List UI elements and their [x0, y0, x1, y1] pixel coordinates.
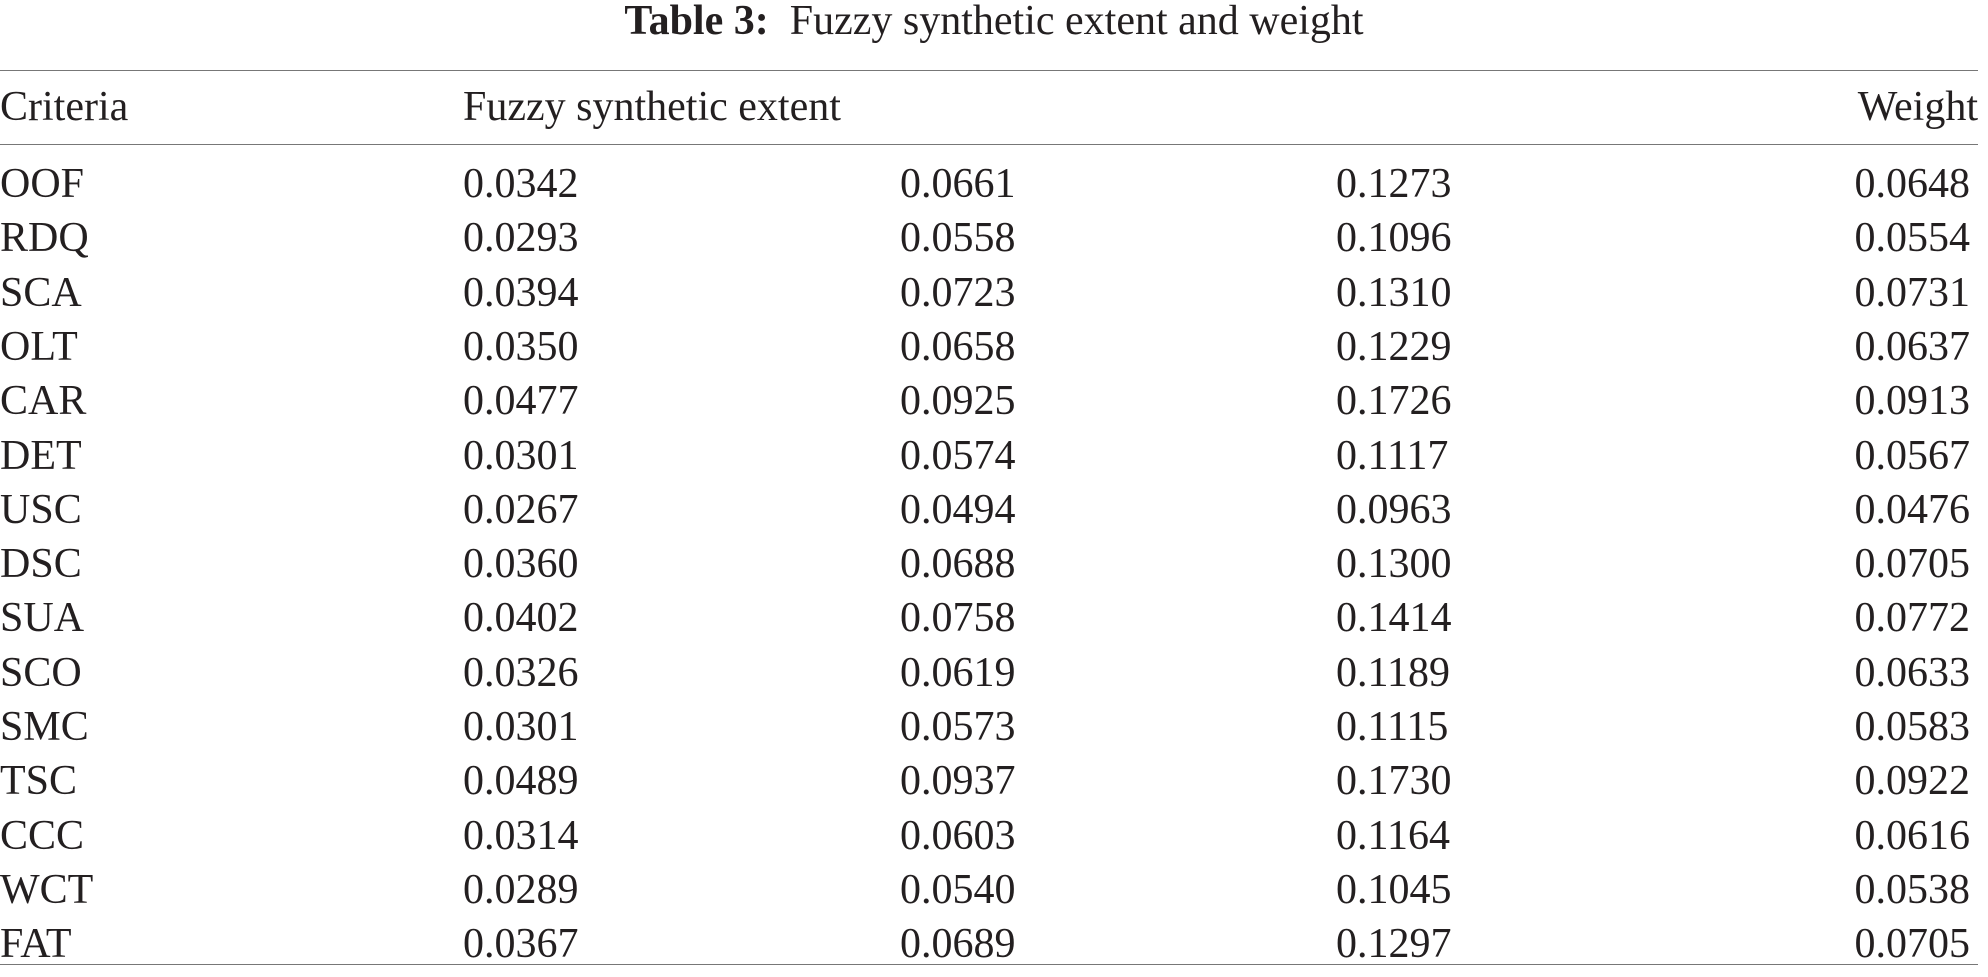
value-cell: 0.1310: [1336, 269, 1452, 316]
bottom-rule: [0, 964, 1978, 965]
criteria-cell: SUA: [0, 595, 85, 642]
value-cell: 0.0394: [463, 269, 579, 316]
criteria-cell: TSC: [0, 758, 78, 805]
value-cell: 0.0648: [1854, 161, 1971, 207]
value-cell: 0.1164: [1336, 812, 1450, 859]
criteria-cell: SMC: [0, 704, 89, 750]
value-cell: 0.0293: [463, 215, 579, 262]
value-cell: 0.0772: [1854, 595, 1971, 642]
value-cell: 0.0289: [463, 866, 579, 913]
criteria-cell: DSC: [0, 541, 82, 588]
criteria-cell: USC: [0, 486, 82, 533]
column-header: Fuzzy synthetic extent: [463, 84, 841, 130]
criteria-cell: CCC: [0, 812, 85, 859]
value-cell: 0.0705: [1854, 541, 1971, 588]
value-cell: 0.0723: [900, 269, 1016, 316]
value-cell: 0.1117: [1336, 432, 1449, 479]
value-cell: 0.0583: [1854, 704, 1971, 750]
criteria-cell: RDQ: [0, 215, 89, 262]
value-cell: 0.0573: [900, 704, 1016, 750]
value-cell: 0.0633: [1854, 649, 1971, 696]
value-cell: 0.0301: [463, 704, 579, 750]
value-cell: 0.0342: [463, 161, 579, 207]
value-cell: 0.1273: [1336, 161, 1452, 207]
value-cell: 0.0540: [900, 866, 1016, 913]
value-cell: 0.1096: [1336, 215, 1452, 262]
value-cell: 0.0301: [463, 432, 579, 479]
value-cell: 0.0558: [900, 215, 1016, 262]
value-cell: 0.0603: [900, 812, 1016, 859]
top-rule: [0, 70, 1978, 71]
value-cell: 0.1300: [1336, 541, 1452, 588]
value-cell: 0.0314: [463, 812, 579, 859]
value-cell: 0.0637: [1854, 323, 1971, 370]
value-cell: 0.0689: [900, 921, 1016, 968]
value-cell: 0.0476: [1854, 486, 1971, 533]
value-cell: 0.0925: [900, 378, 1016, 425]
value-cell: 0.0367: [463, 921, 579, 968]
value-cell: 0.0616: [1854, 812, 1971, 859]
value-cell: 0.0705: [1854, 921, 1971, 968]
criteria-cell: SCA: [0, 269, 82, 316]
value-cell: 0.0758: [900, 595, 1016, 642]
value-cell: 0.0494: [900, 486, 1016, 533]
value-cell: 0.1726: [1336, 378, 1452, 425]
value-cell: 0.0963: [1336, 486, 1452, 533]
value-cell: 0.0489: [463, 758, 579, 805]
value-cell: 0.1297: [1336, 921, 1452, 968]
value-cell: 0.0360: [463, 541, 579, 588]
value-cell: 0.0574: [900, 432, 1016, 479]
value-cell: 0.0922: [1854, 758, 1971, 805]
value-cell: 0.0661: [900, 161, 1016, 207]
value-cell: 0.0538: [1854, 866, 1971, 913]
value-cell: 0.1115: [1336, 704, 1449, 750]
criteria-cell: OOF: [0, 161, 85, 207]
column-header: Criteria: [0, 84, 129, 130]
value-cell: 0.1045: [1336, 866, 1452, 913]
value-cell: 0.0554: [1854, 215, 1971, 262]
value-cell: 0.0658: [900, 323, 1016, 370]
value-cell: 0.1730: [1336, 758, 1452, 805]
value-cell: 0.1414: [1336, 595, 1452, 642]
header-rule: [0, 144, 1978, 145]
value-cell: 0.0267: [463, 486, 579, 533]
criteria-cell: DET: [0, 432, 82, 479]
criteria-cell: OLT: [0, 323, 78, 370]
value-cell: 0.0688: [900, 541, 1016, 588]
value-cell: 0.0402: [463, 595, 579, 642]
value-cell: 0.1229: [1336, 323, 1452, 370]
value-cell: 0.0731: [1854, 269, 1971, 316]
value-cell: 0.1189: [1336, 649, 1450, 696]
value-cell: 0.0913: [1854, 378, 1971, 425]
caption-text: Fuzzy synthetic extent and weight: [789, 0, 1364, 44]
table-caption: Table 3: Fuzzy synthetic extent and weig…: [0, 0, 1988, 46]
value-cell: 0.0326: [463, 649, 579, 696]
value-cell: 0.0937: [900, 758, 1016, 805]
criteria-cell: SCO: [0, 649, 82, 696]
value-cell: 0.0619: [900, 649, 1016, 696]
criteria-cell: WCT: [0, 866, 94, 913]
caption-label: Table 3:: [624, 0, 769, 44]
value-cell: 0.0350: [463, 323, 579, 370]
criteria-cell: CAR: [0, 378, 87, 425]
value-cell: 0.0477: [463, 378, 579, 425]
value-cell: 0.0567: [1854, 432, 1971, 479]
criteria-cell: FAT: [0, 921, 72, 968]
column-header: Weight: [1857, 84, 1978, 130]
